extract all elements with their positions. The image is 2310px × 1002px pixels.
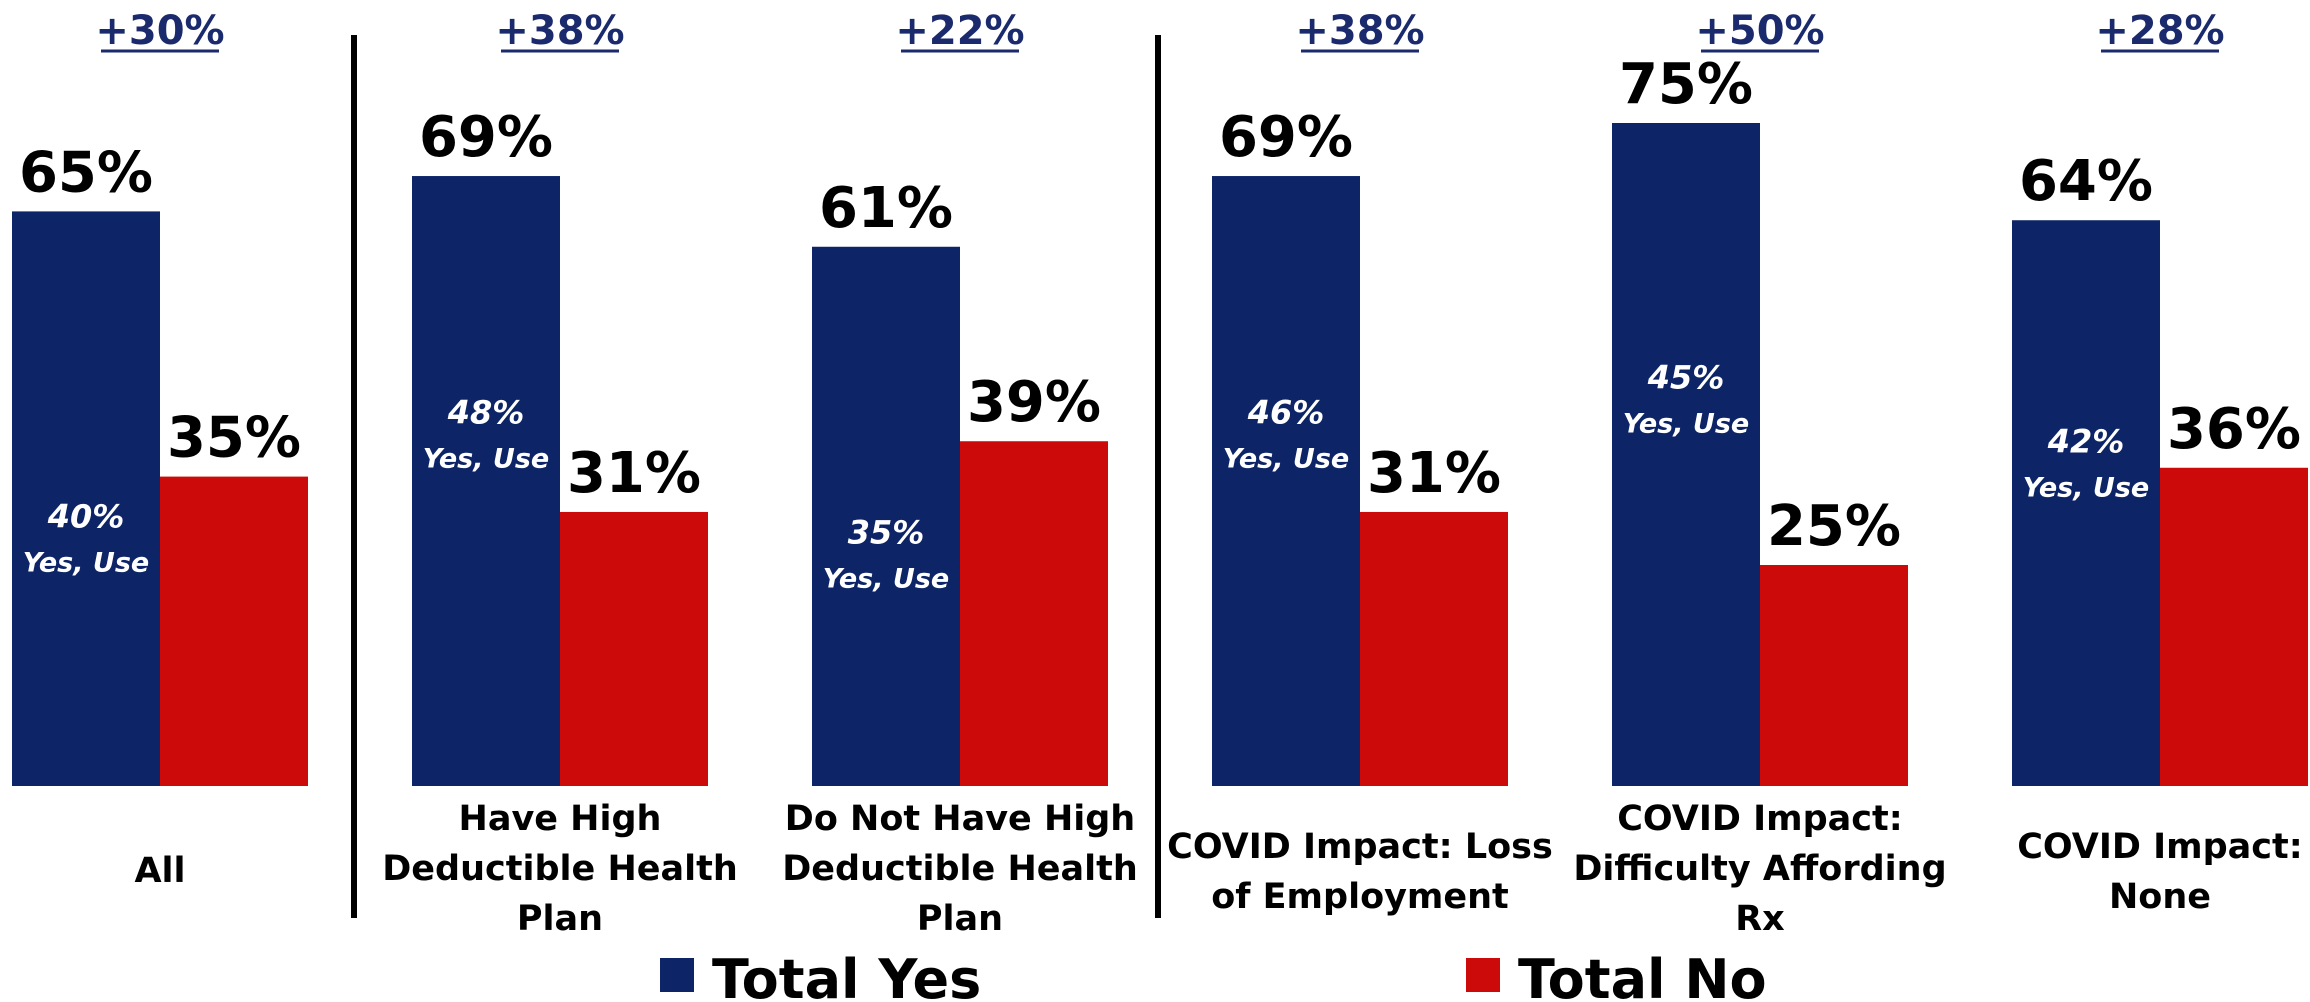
difference-label: +28%	[2095, 8, 2224, 54]
bar-total-yes	[2012, 220, 2160, 787]
bar-total-no	[960, 441, 1108, 786]
bar-total-yes	[1612, 123, 1760, 786]
data-label-no: 31%	[567, 441, 701, 506]
yes-use-sublabel: Yes, Use	[1623, 408, 1749, 439]
data-label-yes: 64%	[2019, 149, 2153, 214]
data-label-no: 39%	[967, 370, 1101, 435]
data-label-yes: 69%	[1219, 105, 1353, 170]
yes-use-sublabel: Yes, Use	[423, 443, 549, 474]
data-label-no: 25%	[1767, 494, 1901, 559]
bar-total-yes	[812, 246, 960, 786]
yes-use-sublabel: Yes, Use	[2023, 473, 2149, 504]
bar-total-no	[160, 476, 308, 786]
category-label: All	[134, 851, 185, 891]
difference-label: +38%	[495, 8, 624, 54]
bar-total-no	[2160, 467, 2308, 786]
category-label: Rx	[1735, 899, 1785, 939]
yes-use-percent: 40%	[47, 497, 125, 535]
yes-use-percent: 45%	[1647, 358, 1725, 396]
yes-use-percent: 48%	[447, 393, 525, 431]
yes-use-percent: 46%	[1247, 393, 1325, 431]
legend-label-yes: Total Yes	[712, 948, 981, 1002]
category-label: COVID Impact: Loss	[1167, 827, 1553, 867]
category-label: Do Not Have High	[785, 799, 1135, 839]
data-label-yes: 65%	[19, 140, 153, 205]
legend: Total Yes Total No	[660, 948, 1767, 1002]
yes-use-sublabel: Yes, Use	[823, 563, 949, 594]
category-label: of Employment	[1211, 877, 1509, 917]
category-label: Plan	[917, 899, 1003, 939]
yes-use-sublabel: Yes, Use	[1223, 443, 1349, 474]
category-label: COVID Impact:	[2017, 827, 2303, 867]
difference-label: +30%	[95, 8, 224, 54]
bar-total-yes	[412, 176, 560, 787]
data-label-yes: 69%	[419, 105, 553, 170]
category-label: Plan	[517, 899, 603, 939]
difference-label: +22%	[895, 8, 1024, 54]
bar-total-no	[1360, 511, 1508, 786]
bar-total-yes	[12, 211, 160, 786]
data-label-yes: 75%	[1619, 52, 1753, 117]
category-label: Deductible Health	[782, 849, 1138, 889]
yes-use-percent: 35%	[848, 513, 925, 551]
data-label-no: 36%	[2167, 397, 2301, 462]
yes-use-sublabel: Yes, Use	[23, 547, 149, 578]
category-label: None	[2109, 877, 2211, 917]
labels-layer: +30% 65% 35% 40% Yes, Use All +38% 69% 31% 48% Yes…	[19, 8, 2303, 939]
legend-swatch-yes	[660, 958, 694, 992]
category-label: Deductible Health	[382, 849, 738, 889]
difference-label: +50%	[1695, 8, 1824, 54]
difference-label: +38%	[1295, 8, 1424, 54]
bar-total-no	[1760, 565, 1908, 786]
category-label: Have High	[459, 799, 662, 839]
legend-swatch-no	[1466, 958, 1500, 992]
data-label-no: 35%	[167, 406, 301, 471]
bars-layer	[12, 35, 2308, 918]
bar-total-yes	[1212, 176, 1360, 787]
data-label-no: 31%	[1367, 441, 1501, 506]
yes-use-percent: 42%	[2047, 423, 2125, 461]
legend-label-no: Total No	[1518, 948, 1767, 1002]
category-label: COVID Impact:	[1617, 799, 1903, 839]
category-label: Difficulty Affording	[1573, 849, 1946, 889]
bar-total-no	[560, 511, 708, 786]
data-label-yes: 61%	[819, 176, 953, 241]
